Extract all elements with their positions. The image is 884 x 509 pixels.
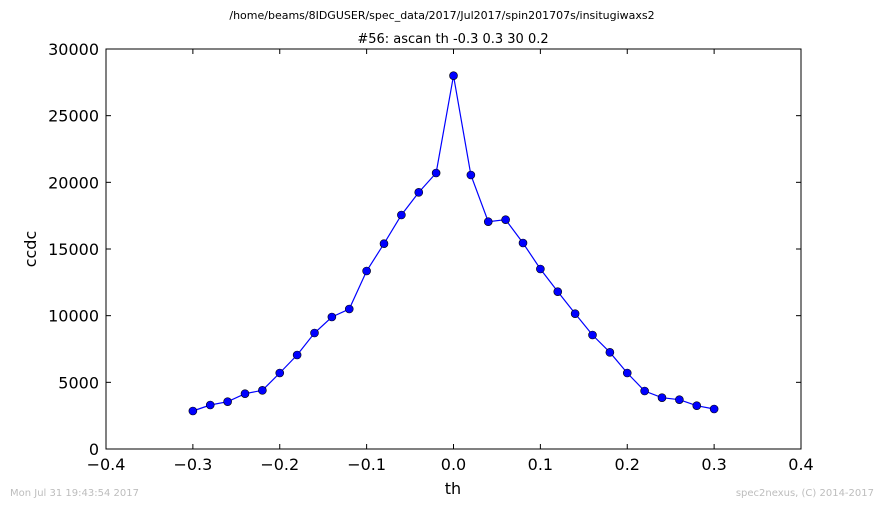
data-point <box>622 368 632 378</box>
data-point <box>692 401 702 410</box>
data-point <box>379 239 389 248</box>
x-tick-label: −0.4 <box>87 455 126 474</box>
x-tick-label: 0.0 <box>441 455 466 474</box>
plot-area <box>188 71 719 416</box>
x-tick-label: −0.3 <box>173 455 212 474</box>
y-tick-label: 30000 <box>48 40 99 59</box>
chart-title: #56: ascan th -0.3 0.3 30 0.2 <box>357 32 548 47</box>
data-point <box>362 266 371 276</box>
data-point <box>657 393 667 402</box>
data-point <box>344 304 354 314</box>
data-point <box>449 71 458 80</box>
y-axis-label: ccdc <box>21 231 40 268</box>
y-tick-label: 5000 <box>58 373 99 392</box>
data-point <box>275 368 285 378</box>
series-line <box>192 75 715 412</box>
data-point <box>205 400 215 410</box>
data-point <box>223 397 232 406</box>
data-point <box>327 312 337 322</box>
x-tick-label: −0.1 <box>347 455 386 474</box>
data-point <box>258 386 267 395</box>
x-tick-label: 0.3 <box>701 455 726 474</box>
data-point <box>397 210 406 220</box>
data-point <box>709 404 719 414</box>
data-point <box>414 188 424 197</box>
data-point <box>431 168 441 178</box>
data-point <box>570 309 580 318</box>
y-tick-label: 10000 <box>48 307 99 326</box>
x-axis-label: th <box>445 479 461 498</box>
data-point <box>240 389 250 398</box>
data-point <box>675 395 684 404</box>
data-point <box>310 328 319 338</box>
data-point <box>553 287 563 296</box>
data-point <box>188 406 198 416</box>
data-point <box>605 348 615 357</box>
y-tick-label: 15000 <box>48 240 99 259</box>
footer-timestamp: Mon Jul 31 19:43:54 2017 <box>10 488 139 499</box>
data-point <box>518 238 528 248</box>
data-point <box>466 170 476 180</box>
data-point <box>536 264 545 274</box>
x-tick-label: 0.1 <box>528 455 553 474</box>
footer-credit: spec2nexus, (C) 2014-2017 <box>735 488 874 499</box>
y-tick-label: 20000 <box>48 173 99 192</box>
y-tick-label: 25000 <box>48 107 99 126</box>
plot-frame <box>105 48 802 450</box>
file-path-title: /home/beams/8IDGUSER/spec_data/2017/Jul2… <box>229 9 655 22</box>
y-tick-label: 0 <box>89 440 99 459</box>
data-point <box>501 215 510 224</box>
x-tick-label: 0.2 <box>615 455 640 474</box>
axis-ticks: −0.4 −0.3 −0.2 −0.1 0.0 0.1 0.2 0.3 0.4 0 5000 1000… <box>48 40 814 474</box>
data-point <box>640 386 649 396</box>
data-point <box>292 350 302 360</box>
x-tick-label: 0.4 <box>788 455 813 474</box>
x-tick-label: −0.2 <box>260 455 299 474</box>
data-point <box>588 330 597 340</box>
data-point <box>483 217 493 226</box>
